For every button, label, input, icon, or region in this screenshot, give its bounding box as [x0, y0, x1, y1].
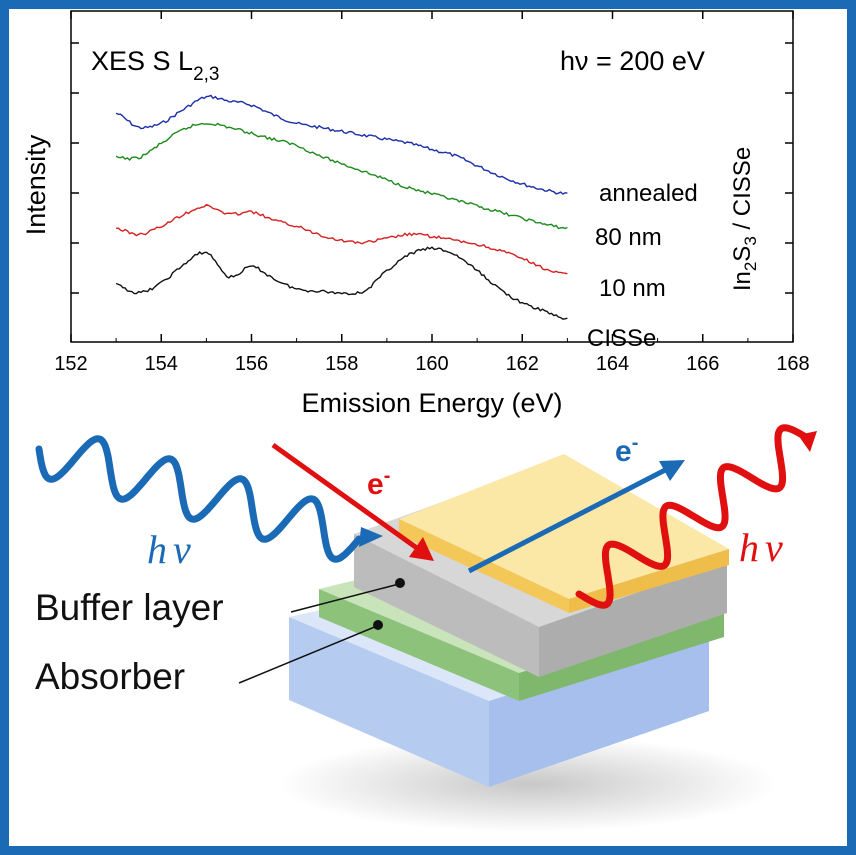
series-label: 10 nm: [599, 275, 666, 302]
series-line-80-nm: [115, 122, 568, 230]
incoming-wave-arrowhead-icon: [359, 527, 383, 547]
outgoing-electron-arrow: [467, 464, 673, 574]
plot-frame: [70, 10, 794, 343]
series-label: CISSe: [587, 325, 656, 352]
figure-canvas: 152 154 156 158 160 162 164 166 168 annealed 80 n…: [21, 10, 817, 832]
x-tick-label: 162: [506, 353, 539, 375]
x-axis-label: Emission Energy (eV): [301, 388, 562, 418]
incoming-electron-label: e-: [367, 465, 390, 501]
series-group: [115, 94, 568, 320]
series-labels: annealed 80 nm 10 nm CISSe: [587, 180, 698, 352]
incoming-electron-arrowhead-icon: [409, 537, 434, 561]
x-tick-label: 168: [776, 353, 809, 375]
absorber-label: Absorber: [35, 656, 185, 697]
outgoing-electron-arrowhead-icon: [659, 460, 685, 481]
y-axis-ticks: [71, 42, 793, 294]
x-tick-label: 152: [54, 353, 87, 375]
sample-ratio-label: In2S3 / CISSe: [729, 147, 760, 291]
x-tick-label: 158: [325, 353, 358, 375]
buffer-layer-label: Buffer layer: [35, 587, 224, 628]
x-tick-label: 164: [596, 353, 629, 375]
x-tick-label: 154: [145, 353, 178, 375]
xes-chart: 152 154 156 158 160 162 164 166 168 annealed 80 n…: [21, 10, 810, 418]
absorber-leader-line: [238, 625, 378, 684]
x-tick-label: 166: [686, 353, 719, 375]
stack-shadow: [279, 736, 779, 832]
x-tick-label: 156: [235, 353, 268, 375]
series-label: 80 nm: [595, 224, 662, 251]
y-axis-label: Intensity: [21, 134, 51, 235]
outgoing-photon-wave: [575, 424, 813, 609]
x-axis-ticks: 152 154 156 158 160 162 164 166 168: [54, 11, 810, 375]
outgoing-electron-label: e-: [615, 432, 638, 468]
series-line-cisse: [115, 246, 568, 320]
photon-energy-annotation: hν = 200 eV: [560, 46, 705, 76]
series-line-10-nm: [116, 203, 568, 275]
incoming-electron-arrow: [271, 442, 423, 554]
chart-title: XES S L2,3: [91, 46, 219, 85]
series-label: annealed: [599, 180, 698, 207]
buffer-layer-leader-line: [290, 583, 400, 613]
buffer-layer-marker: [395, 578, 405, 588]
x-tick-label: 160: [415, 353, 448, 375]
incoming-photon-wave: [35, 435, 363, 563]
absorber-marker: [373, 620, 383, 630]
outgoing-wave-arrowhead-icon: [798, 431, 817, 452]
series-line-annealed: [115, 94, 568, 195]
